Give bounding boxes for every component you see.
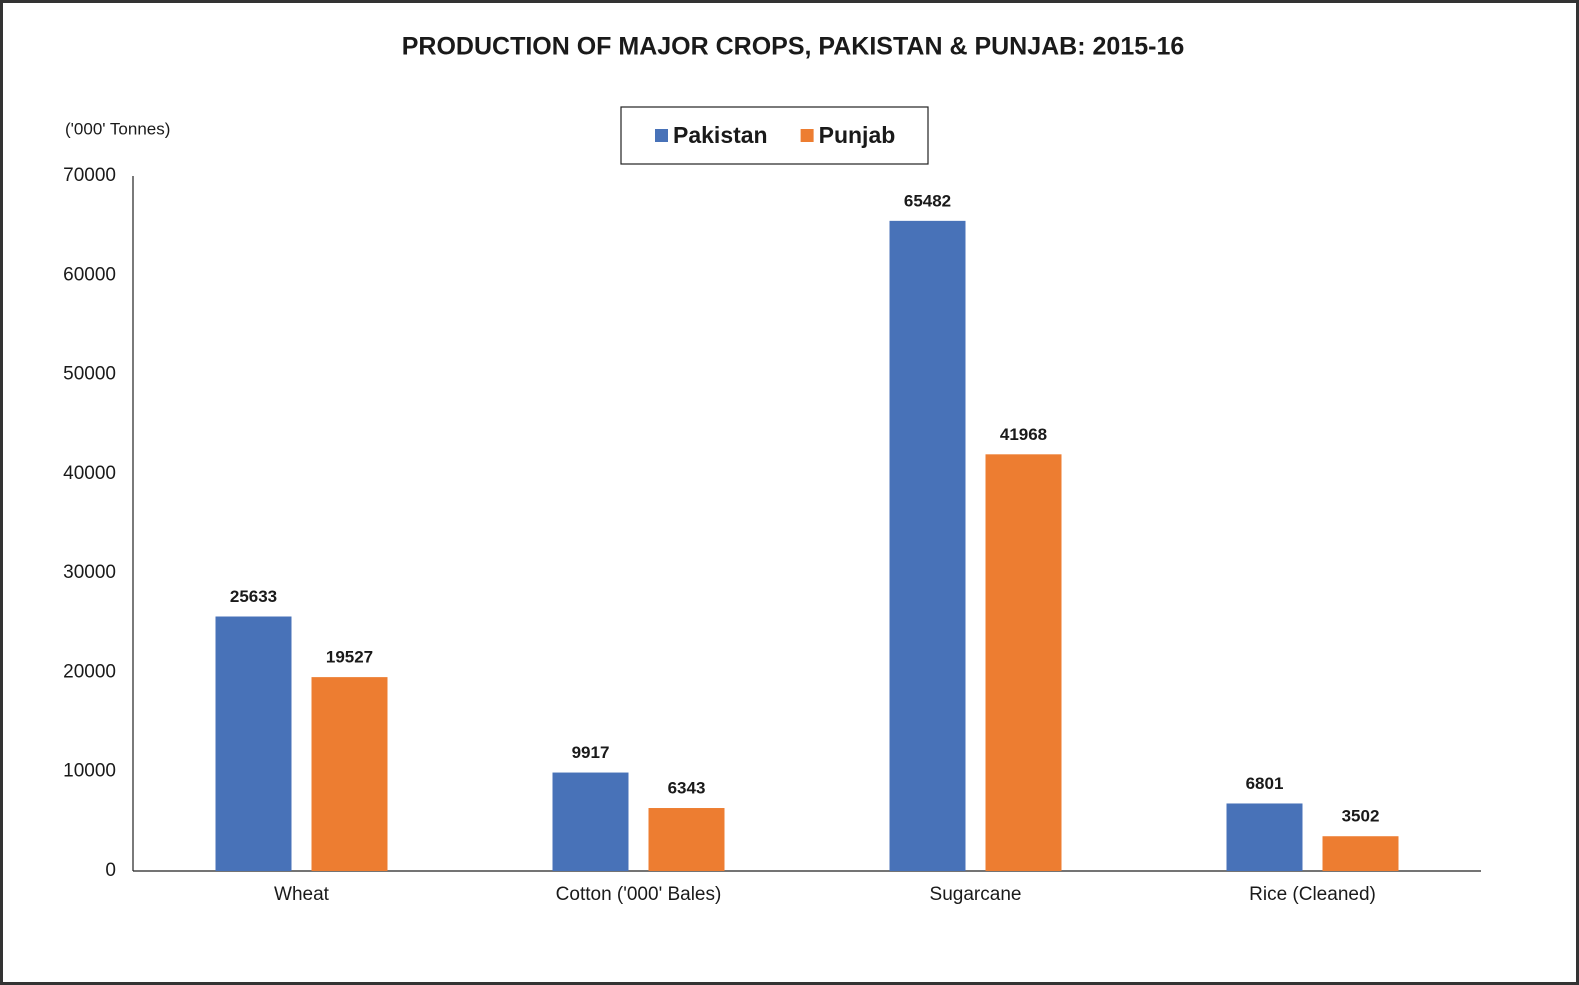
legend-box [620, 106, 929, 165]
x-tick-label: Rice (Cleaned) [1249, 884, 1376, 905]
y-tick-label: 50000 [63, 364, 116, 385]
x-tick-label: Sugarcane [930, 884, 1022, 905]
bar [311, 677, 388, 871]
data-label: 19527 [326, 648, 373, 667]
data-label: 6343 [668, 779, 706, 798]
chart-title: PRODUCTION OF MAJOR CROPS, PAKISTAN & PU… [402, 33, 1185, 61]
data-label: 25633 [230, 587, 277, 606]
y-tick-label: 40000 [63, 463, 116, 484]
legend-label: Pakistan [673, 122, 768, 148]
x-tick-label: Wheat [274, 884, 330, 905]
data-label: 3502 [1342, 807, 1380, 826]
bar [1226, 803, 1303, 871]
y-tick-label: 0 [105, 860, 116, 881]
data-label: 65482 [904, 191, 951, 210]
bar [648, 808, 725, 871]
legend-swatch [655, 129, 668, 142]
y-tick-label: 30000 [63, 562, 116, 583]
y-tick-label: 10000 [63, 761, 116, 782]
y-tick-label: 20000 [63, 661, 116, 682]
legend-label: Punjab [819, 122, 896, 148]
y-tick-label: 60000 [63, 264, 116, 285]
x-tick-label: Cotton ('000' Bales) [556, 884, 722, 905]
bar [985, 454, 1062, 871]
bar [1322, 836, 1399, 871]
bar [889, 220, 966, 871]
data-label: 6801 [1246, 774, 1284, 793]
y-tick-label: 70000 [63, 165, 116, 186]
bar [215, 616, 292, 871]
y-axis-label: ('000' Tonnes) [65, 119, 170, 138]
data-label: 41968 [1000, 425, 1047, 444]
legend-swatch [800, 129, 814, 142]
data-label: 9917 [572, 743, 610, 762]
bar [552, 772, 629, 871]
